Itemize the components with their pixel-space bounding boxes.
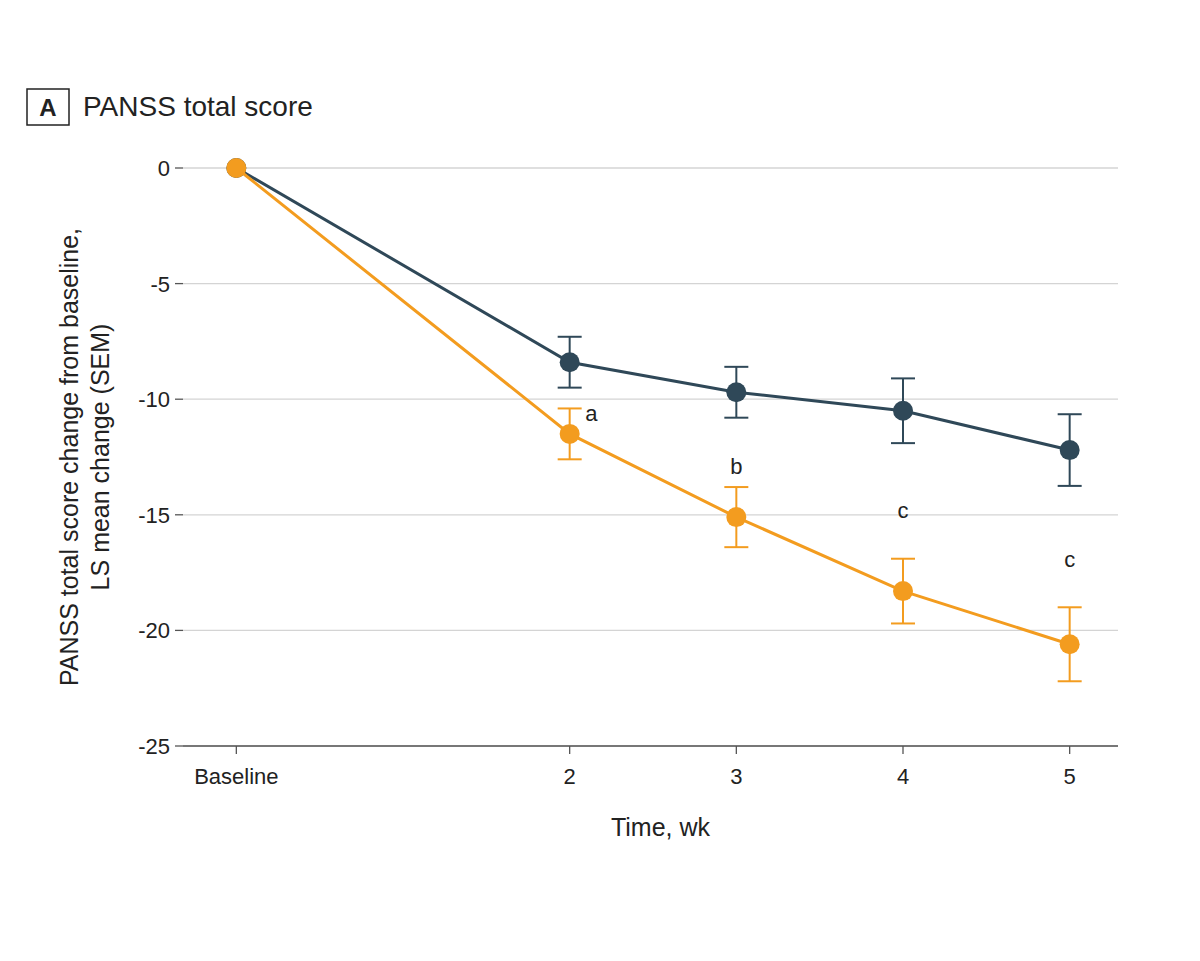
grid-line [183,283,1118,284]
annotation: b [730,454,742,479]
point [1060,440,1080,460]
y-axis-label-line: LS mean change (SEM) [86,324,114,591]
panel-box [27,89,69,125]
y-tick-label: -5 [150,272,170,297]
error-bar [558,337,582,388]
y-tick-label: 0 [158,156,170,181]
error-cap [724,366,748,368]
x-tick-label: 5 [1064,764,1076,789]
x-tick [236,746,237,754]
y-tick [175,399,183,400]
error-cap [891,558,915,560]
error-cap [1058,413,1082,415]
error-bar [724,367,748,418]
y-tick-label: -10 [138,387,170,412]
point [1060,634,1080,654]
error-cap [558,336,582,338]
grid-line [183,630,1118,631]
title: PANSS total score [83,91,313,122]
annotation: a [585,401,598,426]
point [893,401,913,421]
plot-area [226,158,1081,681]
point [226,158,246,178]
error-cap [558,407,582,409]
y-tick-label: -25 [138,734,170,759]
x-tick [736,746,737,754]
grid-line [183,399,1118,400]
y-axis-label-line: PANSS total score change from baseline, [55,228,83,686]
y-tick [175,745,183,746]
error-cap [558,458,582,460]
error-cap [891,442,915,444]
y-tick-label: -20 [138,618,170,643]
error-bar [891,378,915,443]
x-tick [569,746,570,754]
error-bar [1058,414,1082,486]
error-cap [891,377,915,379]
panel-label: A [39,94,56,121]
point [726,382,746,402]
y-tick-label: -15 [138,503,170,528]
error-cap [1058,485,1082,487]
x-axis-label: Time, wk [611,813,711,841]
error-bar [891,559,915,624]
annotation: c [1064,547,1075,572]
x-tick-label: Baseline [194,764,278,789]
error-bar [558,408,582,459]
error-cap [1058,680,1082,682]
series-line [236,168,1069,450]
y-tick [175,167,183,168]
error-cap [558,387,582,389]
annotation: c [898,498,909,523]
y-tick [175,514,183,515]
grid-line [183,167,1118,168]
x-tick [1069,746,1070,754]
y-tick [175,283,183,284]
error-bar [724,487,748,547]
point [226,158,246,178]
error-cap [724,417,748,419]
chart: A PANSS total score 0 -5 -10 -15 -20 -25 Baselin… [0,0,1200,961]
x-tick-label: 3 [730,764,742,789]
x-tick-label: 2 [564,764,576,789]
point [560,424,580,444]
y-axis-label: PANSS total score change from baseline,L… [55,228,114,686]
series-line [236,168,1069,644]
x-axis [183,745,1118,747]
point [560,352,580,372]
point [726,507,746,527]
error-bar [1058,607,1082,681]
error-cap [724,546,748,548]
error-cap [1058,606,1082,608]
x-tick [902,746,903,754]
error-cap [891,622,915,624]
point [893,581,913,601]
error-cap [724,486,748,488]
x-tick-label: 4 [897,764,909,789]
y-tick [175,630,183,631]
grid-line [183,514,1118,515]
grid-line [183,745,1118,746]
